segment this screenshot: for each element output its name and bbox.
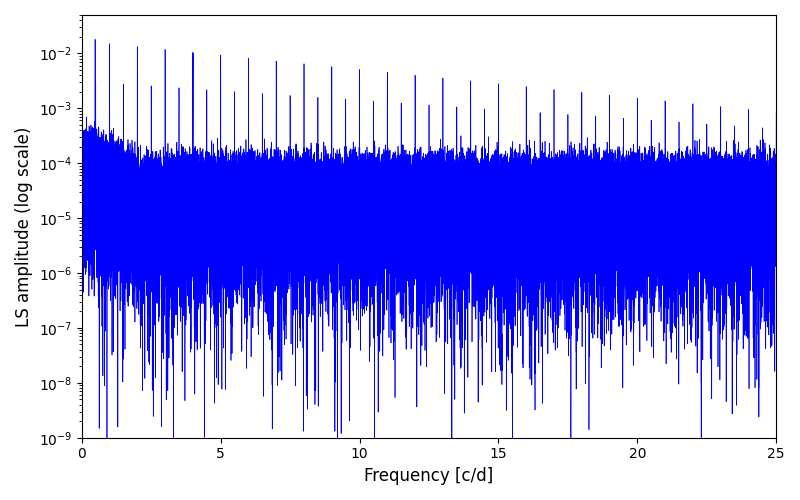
Y-axis label: LS amplitude (log scale): LS amplitude (log scale) — [15, 126, 33, 326]
X-axis label: Frequency [c/d]: Frequency [c/d] — [364, 467, 494, 485]
